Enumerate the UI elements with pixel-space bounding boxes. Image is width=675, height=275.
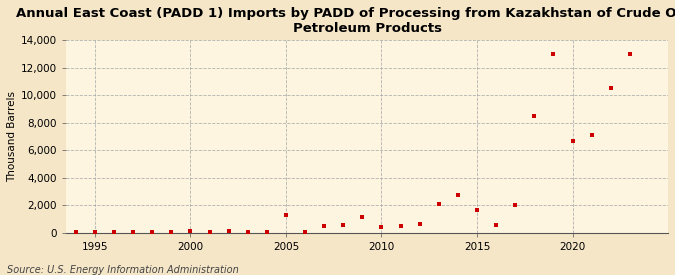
Point xyxy=(319,224,329,229)
Point xyxy=(223,229,234,233)
Point xyxy=(70,230,81,235)
Point xyxy=(510,203,520,207)
Text: Source: U.S. Energy Information Administration: Source: U.S. Energy Information Administ… xyxy=(7,265,238,275)
Point xyxy=(433,202,444,206)
Point xyxy=(414,221,425,226)
Point xyxy=(90,230,101,235)
Point xyxy=(281,213,292,217)
Point xyxy=(567,138,578,143)
Point xyxy=(587,133,597,137)
Point xyxy=(624,52,635,56)
Point xyxy=(51,230,62,235)
Point xyxy=(472,208,483,212)
Point xyxy=(261,230,272,235)
Point xyxy=(529,114,540,118)
Point xyxy=(376,225,387,230)
Point xyxy=(338,223,349,227)
Point xyxy=(166,230,177,235)
Title: Annual East Coast (PADD 1) Imports by PADD of Processing from Kazakhstan of Crud: Annual East Coast (PADD 1) Imports by PA… xyxy=(16,7,675,35)
Point xyxy=(605,86,616,90)
Point xyxy=(395,224,406,229)
Y-axis label: Thousand Barrels: Thousand Barrels xyxy=(7,91,17,182)
Point xyxy=(357,215,368,220)
Point xyxy=(109,230,119,235)
Point xyxy=(185,229,196,234)
Point xyxy=(242,230,253,235)
Point xyxy=(204,230,215,235)
Point xyxy=(452,193,463,198)
Point xyxy=(548,52,559,56)
Point xyxy=(300,230,310,234)
Point xyxy=(128,230,138,235)
Point xyxy=(491,222,502,227)
Point xyxy=(147,230,158,235)
